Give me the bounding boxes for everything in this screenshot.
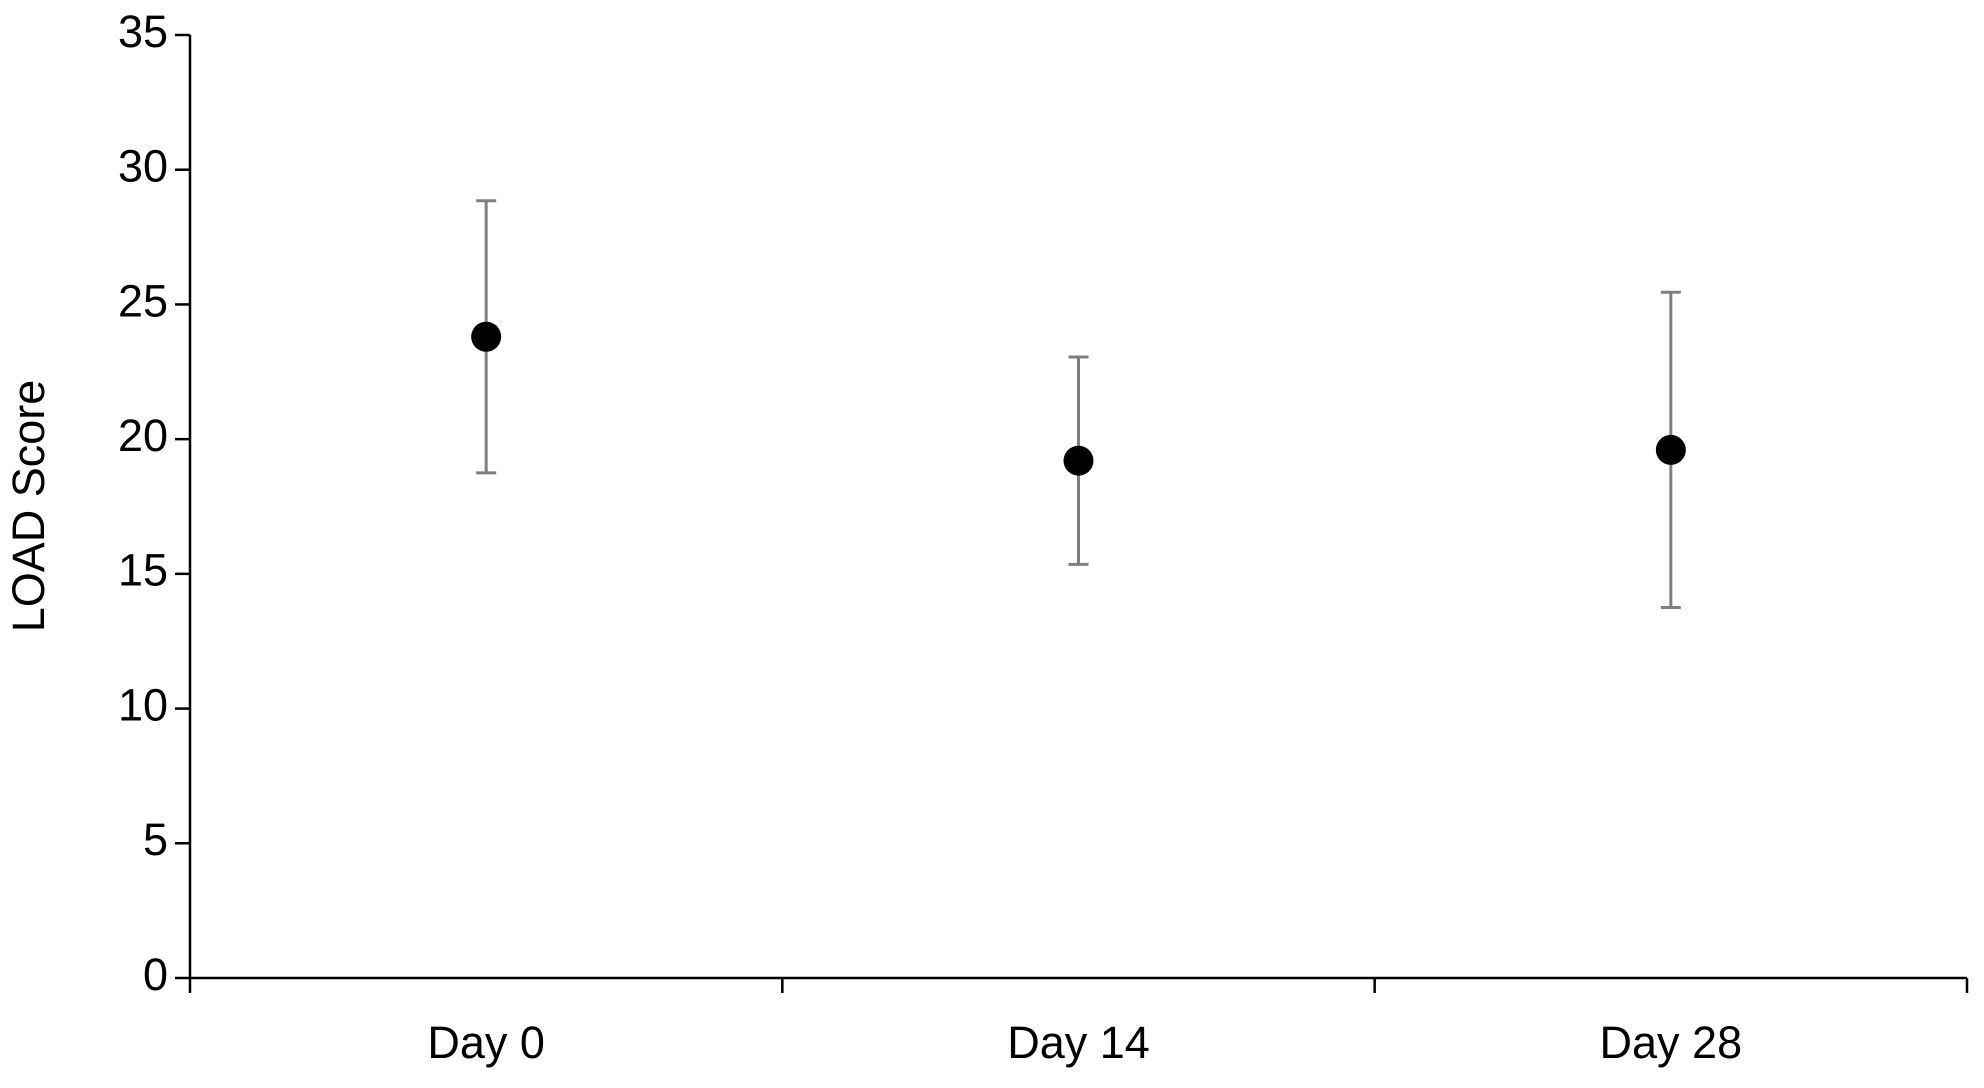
y-tick-label: 5: [143, 814, 168, 865]
y-tick-label: 35: [118, 6, 168, 57]
x-tick-label: Day 28: [1600, 1017, 1743, 1068]
y-axis-label: LOAD Score: [3, 380, 54, 633]
y-tick-label: 30: [118, 141, 168, 192]
x-tick-label: Day 14: [1007, 1017, 1150, 1068]
y-tick-label: 0: [143, 949, 168, 1000]
dot: [1655, 434, 1686, 465]
dot: [471, 321, 502, 352]
y-tick-label: 15: [118, 545, 168, 596]
y-tick-label: 10: [118, 679, 168, 730]
x-tick-label: Day 0: [427, 1017, 545, 1068]
y-tick-label: 25: [118, 275, 168, 326]
dot: [1063, 445, 1094, 476]
y-tick-label: 20: [118, 410, 168, 461]
